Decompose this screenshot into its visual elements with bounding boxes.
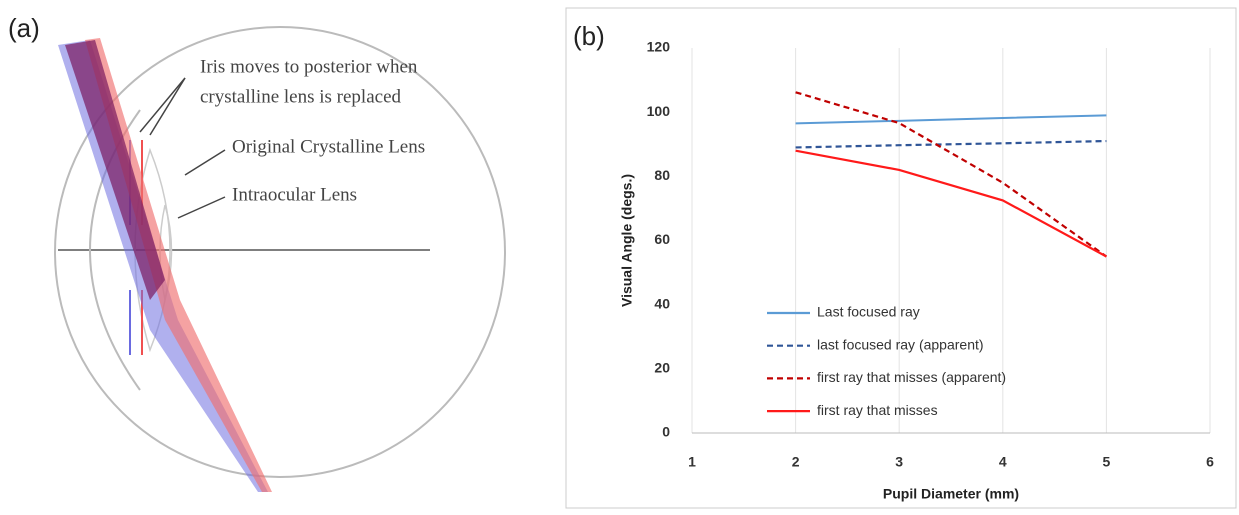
x-tick-label: 4 [999, 454, 1007, 470]
legend-label: last focused ray (apparent) [817, 336, 984, 352]
annotation: crystalline lens is replaced [200, 86, 402, 107]
beam-overlap [65, 40, 165, 300]
beam-red [85, 38, 272, 492]
legend-label: first ray that misses (apparent) [817, 369, 1006, 385]
y-tick-label: 80 [654, 167, 670, 183]
series-line [795, 91, 1108, 258]
x-tick-label: 6 [1206, 454, 1214, 470]
y-tick-label: 60 [654, 231, 670, 247]
annotation: Intraocular Lens [232, 184, 357, 205]
eye-outline [54, 26, 506, 478]
y-tick-label: 40 [654, 295, 670, 311]
x-tick-label: 2 [792, 454, 800, 470]
panel-label: (a) [8, 13, 40, 43]
pointer [139, 77, 186, 133]
eye-diagram: (a) Iris moves to posterior when crystal… [8, 13, 506, 492]
legend-label: first ray that misses [817, 402, 938, 418]
x-axis-label: Pupil Diameter (mm) [883, 486, 1019, 502]
y-tick-label: 20 [654, 360, 670, 376]
y-axis-label: Visual Angle (degs.) [619, 174, 635, 307]
y-tick-label: 0 [662, 424, 670, 440]
pointer [177, 196, 226, 219]
annotation: Iris moves to posterior when [200, 56, 418, 77]
chart-frame [565, 7, 1237, 509]
series-line [795, 139, 1107, 149]
series-line [795, 149, 1107, 258]
series-line [795, 114, 1107, 125]
legend-label: Last focused ray [817, 304, 920, 320]
x-tick-label: 5 [1103, 454, 1111, 470]
pointer [184, 149, 226, 176]
annotation: Original Crystalline Lens [232, 136, 425, 157]
panel-label: (b) [573, 21, 605, 51]
y-tick-label: 100 [647, 103, 671, 119]
x-tick-label: 1 [688, 454, 696, 470]
y-tick-label: 120 [647, 39, 671, 55]
x-tick-label: 3 [895, 454, 903, 470]
pointer [149, 77, 186, 136]
